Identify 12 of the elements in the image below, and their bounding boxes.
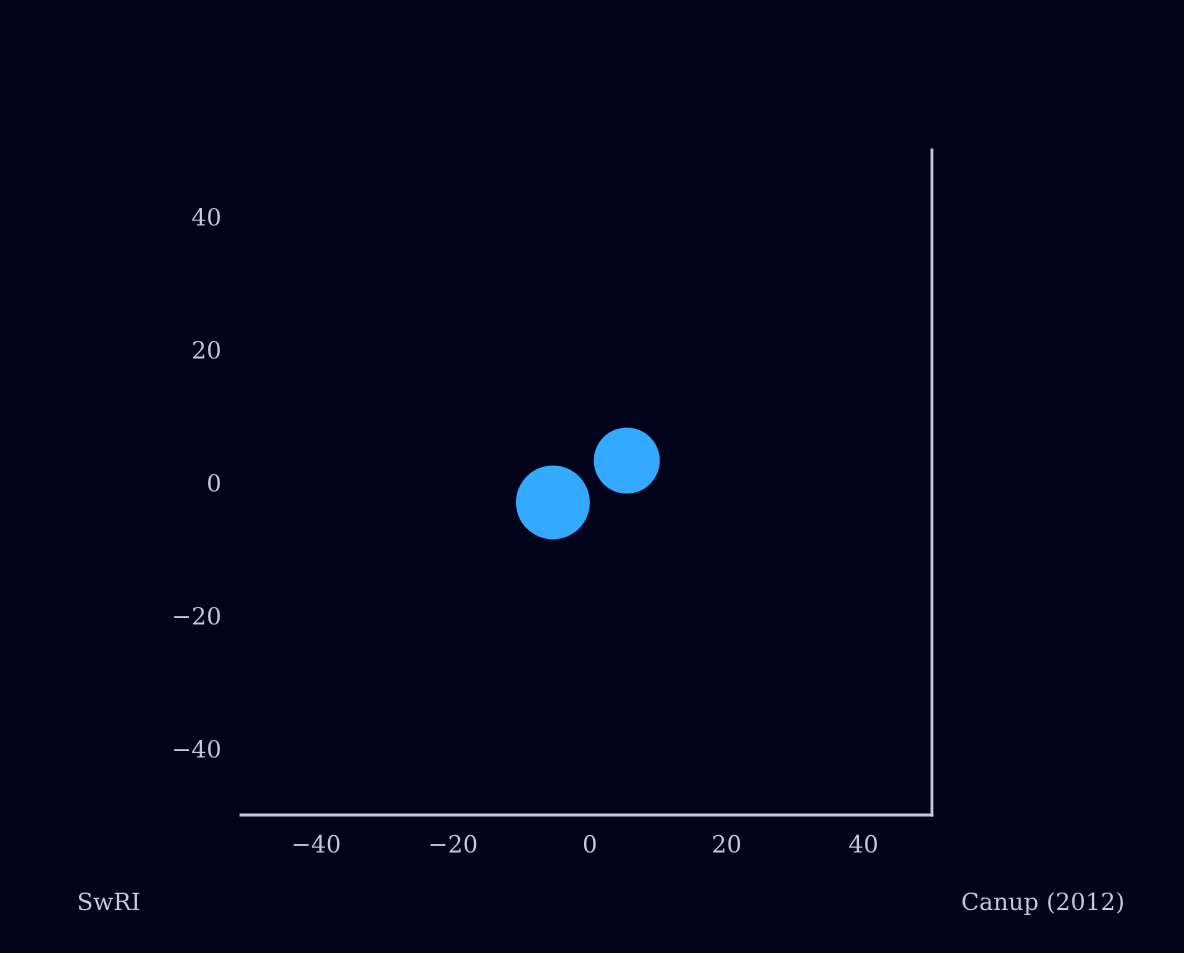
x-tick-label: 20 (713, 834, 741, 853)
y-tick-label: −40 (174, 739, 220, 758)
text: SwRI (78, 892, 140, 911)
text: Canup (2012) (962, 892, 1123, 915)
y-tick-label: 40 (192, 207, 220, 226)
x-tick-label: 0 (583, 834, 596, 853)
x-tick-label: −20 (430, 834, 477, 853)
y-tick-label: 0 (208, 473, 220, 492)
y-tick-label: −20 (174, 606, 220, 625)
x-tick-label: −40 (293, 834, 340, 853)
y-tick-label: 20 (193, 340, 220, 359)
x-tick-label: 40 (849, 834, 877, 853)
